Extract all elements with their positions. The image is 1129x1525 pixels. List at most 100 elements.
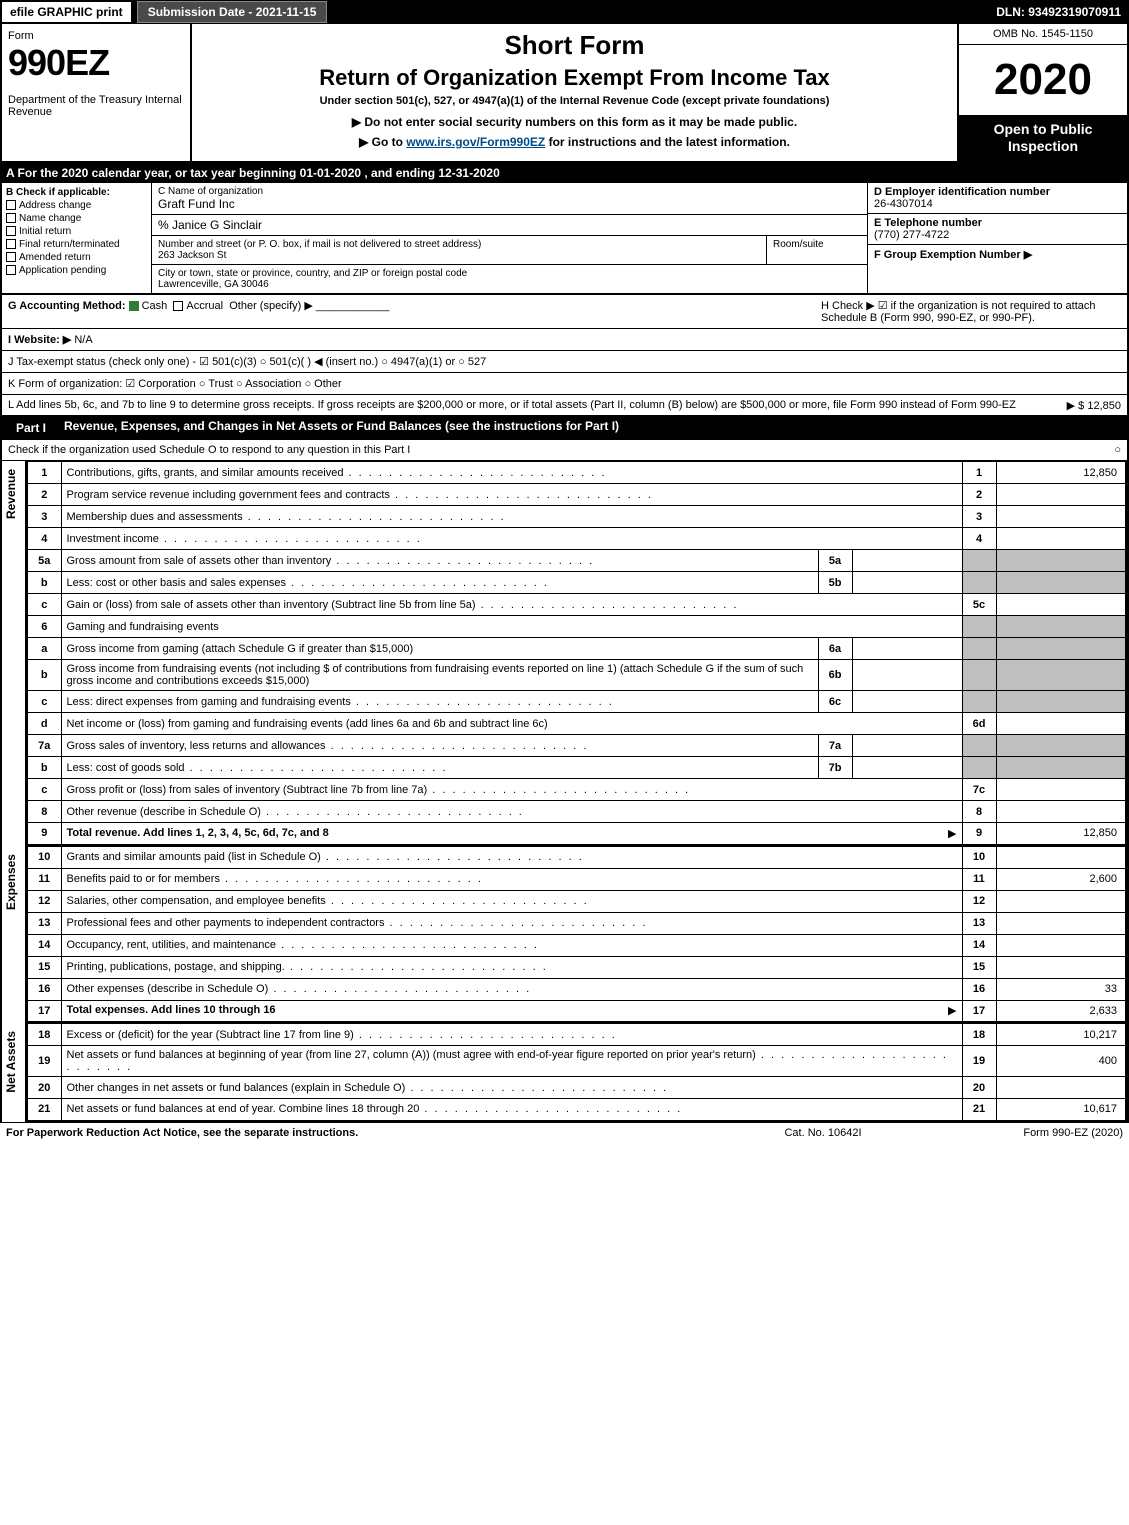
check-application-pending[interactable]: Application pending — [6, 265, 147, 276]
form-subtitle: Under section 501(c), 527, or 4947(a)(1)… — [202, 95, 947, 107]
website-value: N/A — [74, 334, 92, 346]
line-6a: aGross income from gaming (attach Schedu… — [27, 638, 1126, 660]
line-13: 13Professional fees and other payments t… — [27, 912, 1126, 934]
net-assets-table: 18Excess or (deficit) for the year (Subt… — [26, 1023, 1127, 1122]
part1-sub: Check if the organization used Schedule … — [0, 440, 1129, 461]
line-21: 21Net assets or fund balances at end of … — [27, 1099, 1126, 1121]
accrual-label: Accrual — [186, 300, 223, 312]
revenue-section: Revenue 1Contributions, gifts, grants, a… — [0, 461, 1129, 846]
row-l-text: L Add lines 5b, 6c, and 7b to line 9 to … — [8, 399, 1016, 411]
telephone-label: E Telephone number — [874, 217, 982, 229]
org-name: Graft Fund Inc — [158, 197, 235, 211]
tax-year: 2020 — [959, 45, 1127, 115]
line-7b: bLess: cost of goods sold7b — [27, 757, 1126, 779]
net-assets-section: Net Assets 18Excess or (deficit) for the… — [0, 1023, 1129, 1122]
line-10: 10Grants and similar amounts paid (list … — [27, 846, 1126, 868]
irs-link[interactable]: www.irs.gov/Form990EZ — [406, 135, 545, 149]
short-form-title: Short Form — [202, 30, 947, 61]
instructions-link-line: ▶ Go to www.irs.gov/Form990EZ for instru… — [202, 135, 947, 149]
row-h-schedule-b: H Check ▶ ☑ if the organization is not r… — [821, 299, 1121, 324]
omb-number: OMB No. 1545-1150 — [959, 24, 1127, 45]
submission-date: Submission Date - 2021-11-15 — [137, 1, 328, 23]
check-name-change[interactable]: Name change — [6, 213, 147, 224]
part1-label: Part I — [8, 419, 54, 437]
row-j-tax-exempt: J Tax-exempt status (check only one) - ☑… — [0, 351, 1129, 373]
line-6: 6Gaming and fundraising events — [27, 616, 1126, 638]
line-7a: 7aGross sales of inventory, less returns… — [27, 735, 1126, 757]
line-4: 4Investment income4 — [27, 528, 1126, 550]
line-6c: cLess: direct expenses from gaming and f… — [27, 691, 1126, 713]
line-9: 9Total revenue. Add lines 1, 2, 3, 4, 5c… — [27, 823, 1126, 845]
name-label: C Name of organization — [158, 186, 263, 197]
dln-number: DLN: 93492319070911 — [988, 2, 1129, 22]
street-value: 263 Jackson St — [158, 250, 226, 261]
check-final-return[interactable]: Final return/terminated — [6, 239, 147, 250]
line-5a: 5aGross amount from sale of assets other… — [27, 550, 1126, 572]
check-address-change[interactable]: Address change — [6, 200, 147, 211]
form-title: Return of Organization Exempt From Incom… — [202, 65, 947, 91]
expenses-table: 10Grants and similar amounts paid (list … — [26, 846, 1127, 1024]
ein-value: 26-4307014 — [874, 198, 933, 210]
form-footer-id: Form 990-EZ (2020) — [923, 1127, 1123, 1139]
website-label: I Website: ▶ — [8, 334, 71, 346]
expenses-section: Expenses 10Grants and similar amounts pa… — [0, 846, 1129, 1024]
revenue-table: 1Contributions, gifts, grants, and simil… — [26, 461, 1127, 846]
paperwork-notice: For Paperwork Reduction Act Notice, see … — [6, 1127, 723, 1139]
check-cash[interactable] — [129, 301, 139, 311]
form-title-block: Short Form Return of Organization Exempt… — [192, 24, 957, 161]
line-5c: cGain or (loss) from sale of assets othe… — [27, 594, 1126, 616]
check-amended-return[interactable]: Amended return — [6, 252, 147, 263]
link-prefix: ▶ Go to — [359, 135, 406, 149]
box-c-name-address: C Name of organization Graft Fund Inc % … — [152, 183, 867, 293]
line-16: 16Other expenses (describe in Schedule O… — [27, 978, 1126, 1000]
box-d-e-f: D Employer identification number 26-4307… — [867, 183, 1127, 293]
org-info-block: B Check if applicable: Address change Na… — [0, 183, 1129, 295]
line-3: 3Membership dues and assessments3 — [27, 506, 1126, 528]
form-header: Form 990EZ Department of the Treasury In… — [0, 24, 1129, 163]
city-label: City or town, state or province, country… — [158, 268, 467, 279]
line-19: 19Net assets or fund balances at beginni… — [27, 1046, 1126, 1077]
group-exemption-label: F Group Exemption Number ▶ — [874, 249, 1032, 261]
revenue-side-label: Revenue — [2, 461, 20, 527]
expenses-side-label: Expenses — [2, 846, 20, 918]
accounting-method-label: G Accounting Method: — [8, 300, 126, 312]
netassets-side-label: Net Assets — [2, 1023, 20, 1101]
efile-print-button[interactable]: efile GRAPHIC print — [0, 0, 133, 24]
line-6d: dNet income or (loss) from gaming and fu… — [27, 713, 1126, 735]
line-12: 12Salaries, other compensation, and empl… — [27, 890, 1126, 912]
page-footer: For Paperwork Reduction Act Notice, see … — [0, 1122, 1129, 1143]
open-inspection-badge: Open to Public Inspection — [959, 115, 1127, 161]
city-value: Lawrenceville, GA 30046 — [158, 279, 269, 290]
line-5b: bLess: cost or other basis and sales exp… — [27, 572, 1126, 594]
row-g-h: G Accounting Method: Cash Accrual Other … — [0, 295, 1129, 329]
link-suffix: for instructions and the latest informat… — [549, 135, 790, 149]
part1-title: Revenue, Expenses, and Changes in Net As… — [64, 419, 619, 437]
row-l-amount: ▶ $ 12,850 — [1067, 399, 1121, 412]
header-right-block: OMB No. 1545-1150 2020 Open to Public In… — [957, 24, 1127, 161]
other-label: Other (specify) ▶ — [229, 300, 313, 312]
department-label: Department of the Treasury Internal Reve… — [8, 94, 184, 118]
form-label: Form — [8, 30, 184, 42]
line-2: 2Program service revenue including gover… — [27, 484, 1126, 506]
line-8: 8Other revenue (describe in Schedule O)8 — [27, 801, 1126, 823]
check-initial-return[interactable]: Initial return — [6, 226, 147, 237]
part1-header: Part I Revenue, Expenses, and Changes in… — [0, 416, 1129, 440]
row-k-form-org: K Form of organization: ☑ Corporation ○ … — [0, 373, 1129, 395]
street-label: Number and street (or P. O. box, if mail… — [158, 239, 481, 250]
line-11: 11Benefits paid to or for members112,600 — [27, 868, 1126, 890]
line-15: 15Printing, publications, postage, and s… — [27, 956, 1126, 978]
line-17: 17Total expenses. Add lines 10 through 1… — [27, 1000, 1126, 1022]
ein-label: D Employer identification number — [874, 186, 1050, 198]
ssn-notice: ▶ Do not enter social security numbers o… — [202, 115, 947, 129]
box-b-checks: B Check if applicable: Address change Na… — [2, 183, 152, 293]
telephone-value: (770) 277-4722 — [874, 229, 949, 241]
part1-sub-check[interactable]: ○ — [1114, 444, 1121, 456]
room-label: Room/suite — [773, 239, 824, 250]
line-20: 20Other changes in net assets or fund ba… — [27, 1077, 1126, 1099]
row-l-gross-receipts: L Add lines 5b, 6c, and 7b to line 9 to … — [0, 395, 1129, 416]
cat-number: Cat. No. 10642I — [723, 1127, 923, 1139]
check-accrual[interactable] — [173, 301, 183, 311]
tax-period-row: A For the 2020 calendar year, or tax yea… — [0, 163, 1129, 183]
line-1: 1Contributions, gifts, grants, and simil… — [27, 462, 1126, 484]
form-number: 990EZ — [8, 42, 184, 84]
